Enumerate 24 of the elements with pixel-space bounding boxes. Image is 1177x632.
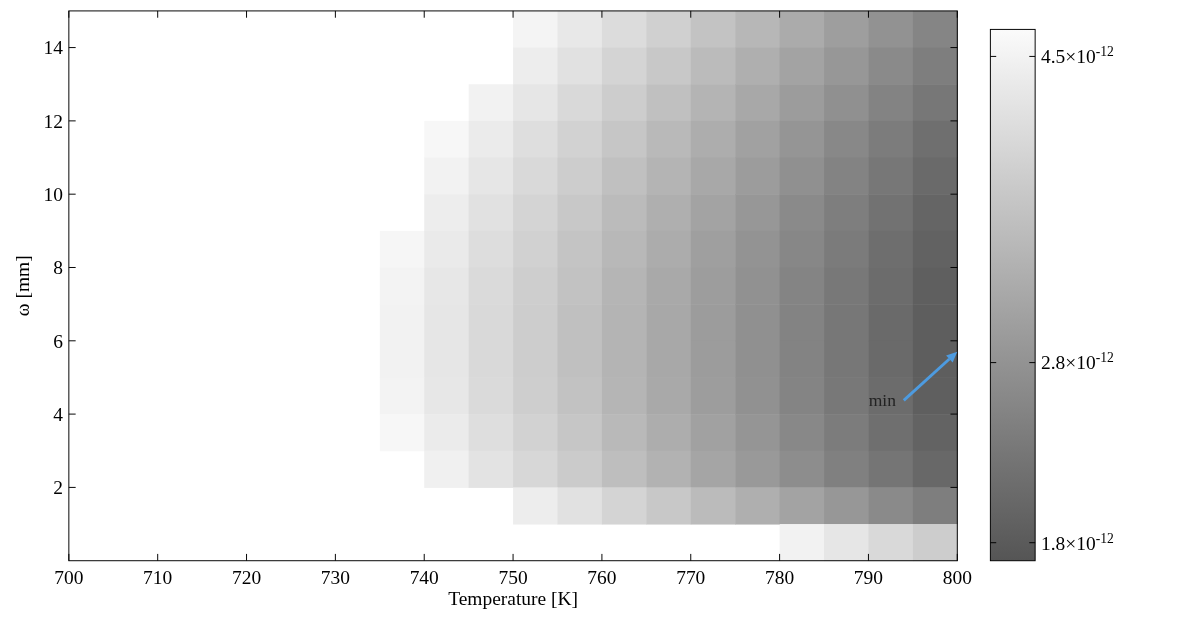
x-tick-label: 770 xyxy=(676,567,706,589)
x-tick-label: 790 xyxy=(853,567,884,589)
color-bar-label: 2.8×10$^{-12}$ xyxy=(1040,349,1115,374)
x-tick-label: 760 xyxy=(587,567,617,589)
y-axis-title: ω [mm] xyxy=(11,255,33,317)
y-tick-label: 12 xyxy=(43,110,64,132)
y-tick-label: 14 xyxy=(43,37,64,59)
y-tick-label: 4 xyxy=(53,403,64,425)
x-tick-label: 740 xyxy=(409,567,439,589)
y-tick-label: 6 xyxy=(53,330,64,352)
x-tick-label: 750 xyxy=(498,567,528,589)
x-tick-label: 710 xyxy=(143,567,173,589)
x-tick-label: 780 xyxy=(765,567,795,589)
y-tick-label: 2 xyxy=(53,477,64,499)
x-axis-title: Temperature [K] xyxy=(448,588,579,610)
color-bar-label: 4.5×10$^{-12}$ xyxy=(1040,43,1115,68)
x-tick-label: 800 xyxy=(942,567,972,589)
x-tick-label: 730 xyxy=(320,567,350,589)
color-bar-label: 1.8×10$^{-12}$ xyxy=(1040,530,1115,554)
x-tick-label: 700 xyxy=(54,567,84,589)
y-tick-label: 10 xyxy=(43,184,64,205)
y-tick-label: 8 xyxy=(53,257,64,279)
x-tick-label: 720 xyxy=(231,567,262,589)
annotation: min xyxy=(868,390,897,411)
